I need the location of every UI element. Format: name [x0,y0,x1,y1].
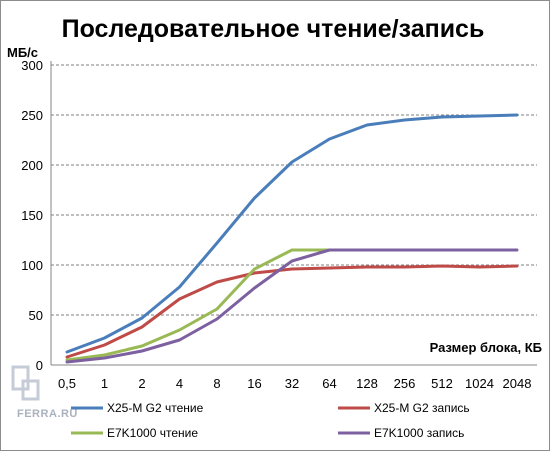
y-tick-label: 0 [36,358,43,373]
x-axis-label: Размер блока, КБ [430,340,542,355]
x-tick-label: 32 [285,376,299,391]
x-tick-label: 256 [394,376,416,391]
y-tick-label: 200 [21,158,43,173]
x-tick-label: 4 [176,376,183,391]
y-tick-label: 150 [21,208,43,223]
series-line [65,248,519,364]
ferra-watermark: FERRA.RU [11,365,78,420]
ferra-logo-icon [11,365,40,401]
legend: X25-M G2 чтение X25-M G2 запись E7K1000 чт… [71,401,470,440]
x-tick-label: 2048 [503,376,532,391]
legend-entry: X25-M G2 чтение [107,401,204,415]
y-tick-label: 50 [29,308,43,323]
y-axis-label: МБ/с [7,45,38,60]
x-tick-label: 8 [213,376,220,391]
series-line [65,264,519,359]
x-tick-label: 0,5 [58,376,76,391]
x-tick-labels: 0,5 1 2 4 8 16 32 64 128 256 512 1024 2048 [58,376,532,391]
x-tick-label: 64 [322,376,336,391]
legend-entry: E7K1000 запись [374,426,464,440]
x-tick-label: 16 [247,376,261,391]
series-line [65,248,331,362]
series-line [65,113,519,354]
chart-title: Последовательное чтение/запись [62,15,485,43]
x-tick-label: 128 [356,376,378,391]
watermark-text: FERRA.RU [17,408,78,420]
y-tick-labels: 0 50 100 150 200 250 300 [21,58,43,373]
x-tick-label: 1024 [465,376,494,391]
y-tick-label: 250 [21,108,43,123]
grid-lines [50,61,537,366]
legend-entry: E7K1000 чтение [107,426,198,440]
series-lines [65,113,519,364]
y-tick-label: 300 [21,58,43,73]
x-tick-label: 1 [101,376,108,391]
legend-entry: X25-M G2 запись [374,401,470,415]
y-tick-label: 100 [21,258,43,273]
x-tick-label: 2 [138,376,145,391]
x-tick-label: 512 [431,376,453,391]
